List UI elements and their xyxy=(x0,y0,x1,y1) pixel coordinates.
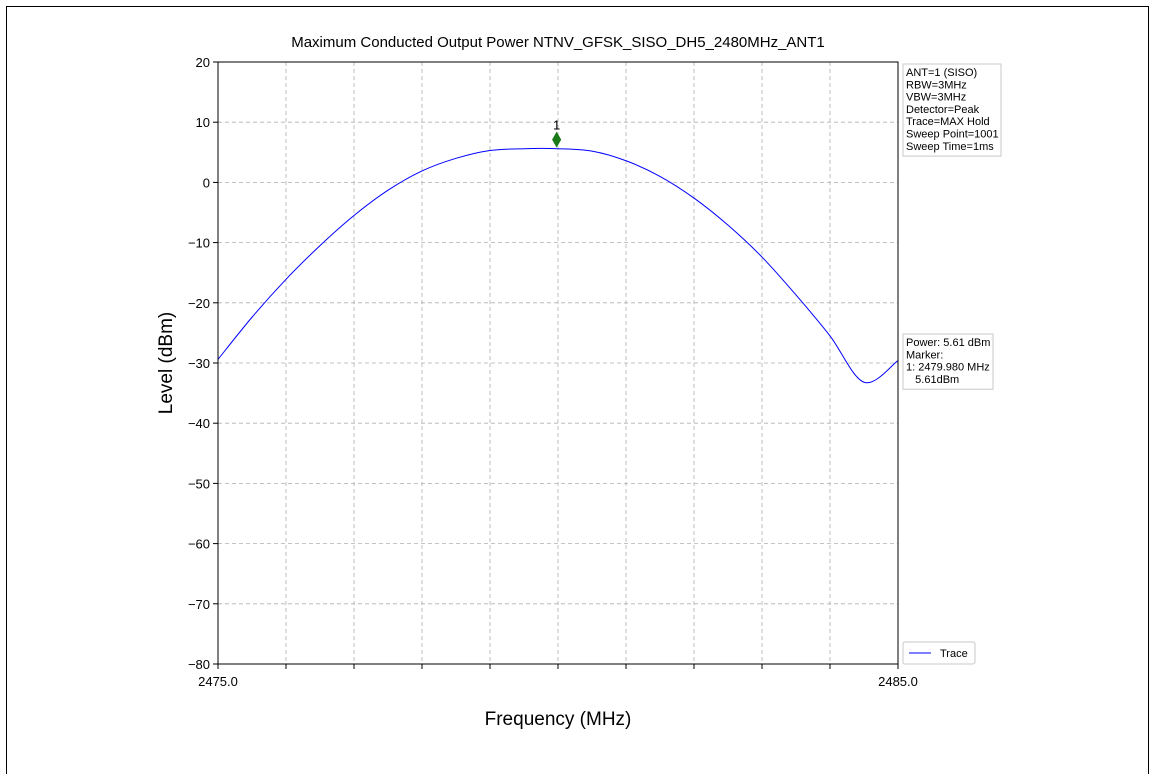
x-tick-label: 2485.0 xyxy=(878,674,918,689)
y-tick-label: −80 xyxy=(188,657,210,672)
chart-title: Maximum Conducted Output Power NTNV_GFSK… xyxy=(291,34,825,51)
power-info-line: 1: 2479.980 MHz xyxy=(906,362,990,374)
y-tick-label: −40 xyxy=(188,416,210,431)
y-ticks: 20 10 0 −10 −20 −30 −40 −50 −60 −70 −80 xyxy=(188,55,218,672)
series-layer xyxy=(217,147,899,384)
settings-info-line: Trace=MAX Hold xyxy=(906,116,990,128)
settings-info-line: Detector=Peak xyxy=(906,104,980,116)
legend-label-trace: Trace xyxy=(940,648,968,660)
x-ticks: 2475.0 2485.0 xyxy=(198,664,918,689)
plot-area xyxy=(217,61,899,665)
power-info-line: Marker: xyxy=(906,349,943,361)
series-line-trace xyxy=(217,147,899,384)
marker-layer: 1 xyxy=(552,118,562,148)
settings-info-line: Sweep Time=1ms xyxy=(906,141,994,153)
marker-diamond xyxy=(552,131,562,148)
marker-label: 1 xyxy=(553,118,560,133)
settings-info-line: VBW=3MHz xyxy=(906,92,966,104)
x-tick-label: 2475.0 xyxy=(198,674,238,689)
power-info-line: 5.61dBm xyxy=(906,374,959,386)
y-tick-label: −70 xyxy=(188,597,210,612)
y-tick-label: 20 xyxy=(196,55,210,70)
power-info-frame xyxy=(902,333,994,390)
y-tick-label: −30 xyxy=(188,356,210,371)
figure-frame xyxy=(6,6,1149,774)
y-tick-label: 0 xyxy=(203,175,210,190)
settings-info-line: RBW=3MHz xyxy=(906,79,967,91)
grid xyxy=(218,62,898,664)
info-box-settings: ANT=1 (SISO)RBW=3MHzVBW=3MHzDetector=Pea… xyxy=(902,63,1002,157)
y-tick-label: −10 xyxy=(188,236,210,251)
y-tick-label: 10 xyxy=(196,115,210,130)
power-info-line: Power: 5.61 dBm xyxy=(906,337,990,349)
x-axis-label: Frequency (MHz) xyxy=(485,709,632,730)
y-axis-label: Level (dBm) xyxy=(156,312,177,414)
settings-info-frame xyxy=(902,63,1002,157)
y-tick-label: −60 xyxy=(188,537,210,552)
legend-frame xyxy=(902,641,976,665)
legend: Trace xyxy=(902,641,976,665)
y-tick-label: −20 xyxy=(188,296,210,311)
settings-info-line: ANT=1 (SISO) xyxy=(906,67,977,79)
y-tick-label: −50 xyxy=(188,476,210,491)
settings-info-line: Sweep Point=1001 xyxy=(906,129,999,141)
